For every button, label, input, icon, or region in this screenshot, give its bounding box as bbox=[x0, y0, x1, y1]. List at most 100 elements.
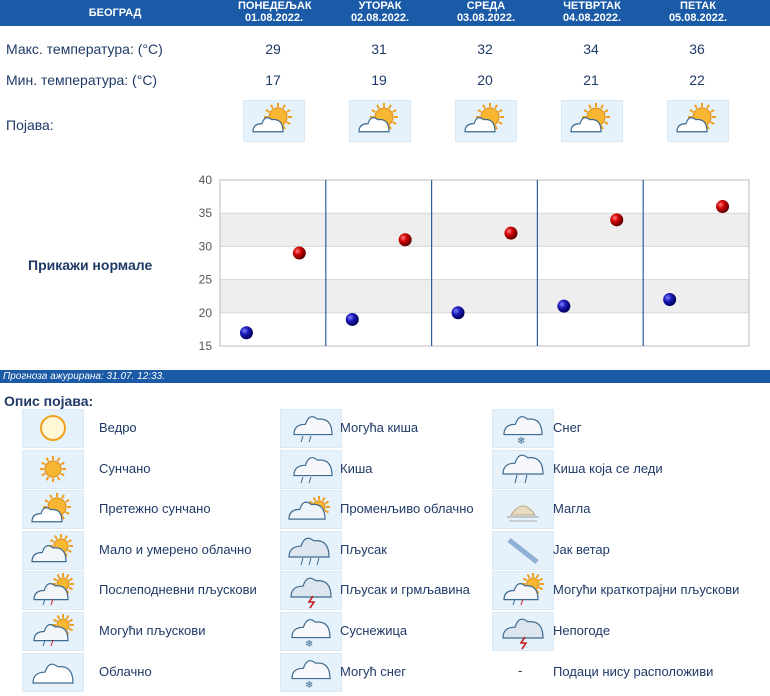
max-temperature-value: 36 bbox=[689, 41, 705, 57]
legend-label: Суснежица bbox=[340, 623, 408, 638]
storm-icon bbox=[492, 612, 554, 651]
legend-label: Подаци нису расположиви bbox=[553, 663, 714, 679]
rain-icon bbox=[280, 449, 342, 489]
day-header: ПОНЕДЕЉАК 01.08.2022. bbox=[238, 0, 312, 26]
min-temp-point bbox=[663, 293, 677, 307]
legend-label: Променљиво облачно bbox=[340, 501, 474, 517]
grid-band bbox=[220, 279, 749, 313]
cloudy-icon bbox=[22, 652, 84, 692]
day-name: ПЕТАК bbox=[680, 0, 716, 12]
day-header: СРЕДА 03.08.2022. bbox=[450, 0, 522, 26]
legend-label: Могући пљускови bbox=[99, 623, 206, 638]
min-temperature-label: Мин. температура: (°C) bbox=[6, 72, 158, 88]
min-temperature-value: 21 bbox=[583, 72, 599, 88]
y-tick-label: 15 bbox=[199, 339, 213, 353]
legend-label: Ведро bbox=[99, 420, 137, 435]
shower-icon bbox=[280, 530, 342, 570]
brief-showers-icon bbox=[492, 571, 554, 611]
legend-label: Могућа киша bbox=[340, 420, 419, 435]
max-temperature-row: Макс. температура: (°C) 29 31 32 34 36 bbox=[0, 37, 770, 63]
min-temperature-value: 17 bbox=[265, 72, 281, 88]
max-temperature-value: 31 bbox=[371, 41, 387, 57]
phenomenon-label: Појава: bbox=[6, 117, 54, 133]
legend-label: Мало и умерено облачно bbox=[99, 541, 252, 557]
max-temperature-label: Макс. температура: (°C) bbox=[6, 41, 163, 57]
day-date: 05.08.2022. bbox=[668, 12, 728, 24]
snow-icon: ❄ bbox=[492, 409, 554, 448]
partly-cloudy-icon bbox=[22, 530, 84, 570]
legend-label: Пљусак bbox=[340, 541, 387, 557]
partly-sunny-icon bbox=[455, 100, 517, 142]
plot-area bbox=[219, 179, 750, 347]
day-header: ПЕТАК 05.08.2022. bbox=[662, 0, 734, 26]
day-date: 04.08.2022. bbox=[562, 12, 622, 24]
legend-label: Киша која се леди bbox=[553, 460, 663, 476]
partly-sunny-icon bbox=[243, 100, 305, 142]
legend-label: Могући краткотрајни пљускови bbox=[553, 582, 740, 598]
variable-cloudy-icon bbox=[280, 490, 342, 530]
partly-sunny-icon bbox=[561, 100, 623, 142]
temperature-chart: 15 20 25 30 35 40 bbox=[199, 173, 750, 353]
legend-label: Магла bbox=[553, 501, 591, 517]
legend-label: Пљусак и грмљавина bbox=[340, 582, 470, 598]
max-temperature-value: 32 bbox=[477, 41, 493, 57]
legend-label: Облачно bbox=[99, 663, 152, 679]
thunder-shower-icon bbox=[280, 571, 342, 611]
max-temp-point bbox=[292, 246, 306, 260]
possible-rain-icon bbox=[280, 409, 342, 448]
wind-icon bbox=[492, 530, 554, 570]
afternoon-showers-icon bbox=[22, 571, 84, 611]
update-bar: Прогноза ажурирана: 31.07. 12:33. bbox=[0, 370, 770, 383]
legend-label: Снег bbox=[553, 420, 582, 435]
freezing-rain-icon bbox=[492, 449, 554, 489]
day-date: 02.08.2022. bbox=[350, 12, 410, 24]
partly-sunny-icon bbox=[349, 100, 411, 142]
day-name: ПОНЕДЕЉАК bbox=[238, 0, 312, 12]
max-temperature-value: 29 bbox=[265, 41, 281, 57]
day-header: ЧЕТВРТАК 04.08.2022. bbox=[556, 0, 628, 26]
partly-sunny-icon bbox=[667, 100, 729, 142]
day-name: УТОРАК bbox=[358, 0, 402, 12]
day-name: ЧЕТВРТАК bbox=[563, 0, 621, 12]
legend-label: Јак ветар bbox=[553, 541, 610, 557]
show-normals-link[interactable]: Прикажи нормале bbox=[28, 257, 153, 273]
forecast-header: БЕОГРАД ПОНЕДЕЉАК 01.08.2022. УТОРАК 02.… bbox=[0, 0, 770, 26]
legend-label: Послеподневни пљускови bbox=[99, 582, 257, 598]
day-date: 01.08.2022. bbox=[244, 12, 304, 24]
legend-label: Могућ снег bbox=[340, 663, 406, 679]
max-temp-point bbox=[716, 200, 730, 214]
possible-snow-icon: ❄ bbox=[280, 652, 342, 692]
city-name: БЕОГРАД bbox=[88, 7, 142, 19]
day-date: 03.08.2022. bbox=[456, 12, 516, 24]
min-temperature-value: 22 bbox=[689, 72, 705, 88]
svg-text:❄: ❄ bbox=[517, 436, 525, 447]
day-name: СРЕДА bbox=[466, 0, 506, 12]
max-temp-point bbox=[398, 233, 412, 247]
min-temp-point bbox=[557, 299, 571, 313]
max-temp-point bbox=[504, 226, 518, 240]
min-temperature-value: 19 bbox=[371, 72, 387, 88]
min-temperature-value: 20 bbox=[477, 72, 493, 88]
day-header: УТОРАК 02.08.2022. bbox=[344, 0, 416, 26]
legend-title: Опис појава: bbox=[4, 393, 94, 409]
max-temperature-value: 34 bbox=[583, 41, 599, 57]
legend-label: Непогоде bbox=[553, 623, 611, 638]
max-temp-point bbox=[610, 213, 624, 227]
min-temperature-row: Мин. температура: (°C) 17 19 20 21 22 bbox=[0, 68, 770, 94]
clear-icon bbox=[22, 409, 84, 448]
mostly-sunny-icon bbox=[22, 490, 84, 530]
legend-label: Киша bbox=[340, 460, 373, 476]
update-time: Прогноза ажурирана: 31.07. 12:33. bbox=[3, 371, 165, 382]
min-temp-point bbox=[239, 326, 253, 340]
legend-label: Сунчано bbox=[99, 460, 151, 476]
min-temp-point bbox=[345, 312, 359, 326]
y-tick-label: 20 bbox=[199, 306, 213, 320]
sleet-icon: ❄ bbox=[280, 612, 342, 651]
grid-band bbox=[220, 213, 749, 247]
possible-showers-icon bbox=[22, 612, 84, 651]
y-tick-label: 25 bbox=[199, 273, 213, 287]
legend-label: Претежно сунчано bbox=[99, 501, 211, 517]
sunny-icon bbox=[22, 449, 84, 489]
svg-text:❄: ❄ bbox=[305, 639, 313, 650]
y-tick-label: 30 bbox=[199, 239, 213, 253]
